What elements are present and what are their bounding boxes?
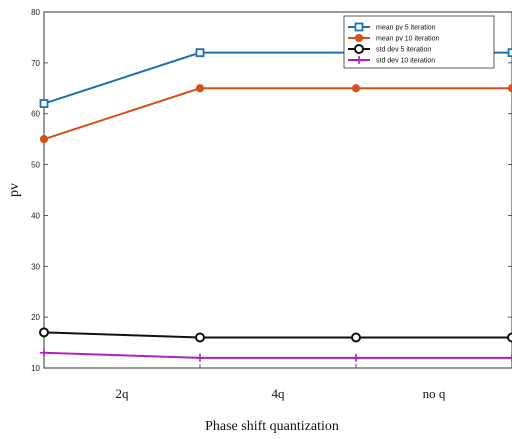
- y-tick-label: 30: [31, 262, 40, 271]
- data-point: [507, 48, 512, 58]
- legend-label: mean pv 5 iteration: [376, 25, 436, 32]
- series-line: [43, 87, 512, 141]
- data-point: [195, 332, 205, 343]
- x-axis-label: Phase shift quantization: [205, 419, 339, 434]
- data-point: [195, 48, 205, 58]
- data-point: [354, 22, 364, 32]
- data-point: [195, 84, 205, 93]
- data-point: [39, 135, 49, 144]
- data-point: [352, 353, 360, 362]
- y-tick-label: 50: [31, 161, 40, 170]
- data-point: [354, 33, 364, 43]
- legend-label: std dev 5 iteration: [376, 47, 431, 54]
- data-point: [196, 353, 204, 362]
- legend: mean pv 5 iteration mean pv 10 iteration s…: [343, 15, 495, 69]
- y-tick-label: 20: [31, 313, 40, 322]
- data-point: [40, 348, 48, 357]
- plot-area: [43, 11, 512, 369]
- legend-label: mean pv 10 iteration: [376, 36, 440, 43]
- data-point: [507, 332, 512, 343]
- y-tick-label: 40: [31, 211, 40, 220]
- data-point: [39, 99, 49, 108]
- x-tick-label: no q: [423, 386, 446, 401]
- x-tick-label: 2q: [116, 386, 130, 401]
- series-line: [43, 351, 512, 359]
- legend-label: std dev 10 iteration: [376, 58, 435, 65]
- y-tick-label: 70: [31, 59, 40, 68]
- y-tick-label: 80: [31, 8, 40, 17]
- data-point: [354, 44, 364, 54]
- y-axis-label: pv: [7, 183, 22, 197]
- data-point: [351, 84, 361, 93]
- x-tick-label: 4q: [272, 386, 286, 401]
- y-tick-label: 10: [31, 364, 40, 373]
- data-point: [508, 353, 512, 362]
- data-point: [351, 332, 361, 343]
- y-tick-label: 60: [31, 110, 40, 119]
- data-point: [355, 56, 363, 64]
- data-point: [39, 327, 49, 338]
- series-line: [43, 331, 512, 339]
- data-point: [507, 84, 512, 93]
